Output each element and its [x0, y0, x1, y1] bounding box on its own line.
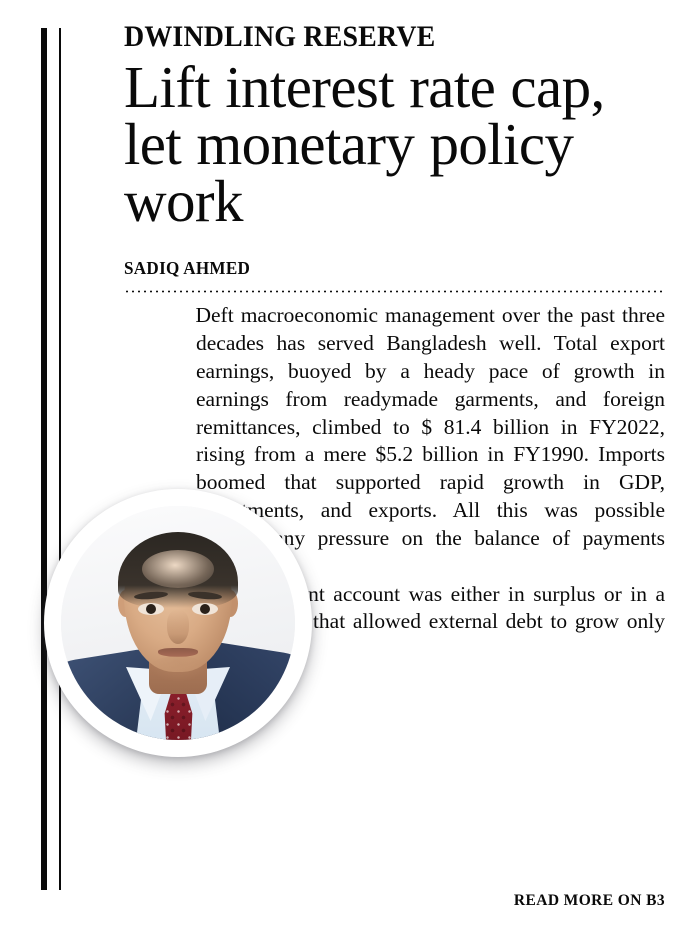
portrait-clip: [61, 506, 295, 740]
article-kicker: DWINDLING RESERVE: [124, 20, 436, 53]
article-byline: SADIQ AHMED: [124, 258, 251, 279]
read-more-pointer[interactable]: READ MORE ON B3: [513, 892, 665, 909]
body-paragraph-1: Deft macroeconomic management over the p…: [195, 303, 665, 577]
photo-forehead-highlight: [142, 550, 214, 588]
photo-eye-left: [138, 603, 164, 615]
left-vertical-rules: [0, 0, 120, 936]
article-headline[interactable]: Lift interest rate cap, let monetary pol…: [124, 53, 605, 235]
photo-mouth: [158, 648, 198, 657]
article-body: Deft macroeconomic management over the p…: [124, 302, 665, 664]
vertical-rule-thin: [59, 28, 61, 890]
author-portrait: [44, 489, 312, 757]
article-column: DWINDLING RESERVE Lift interest rate cap…: [124, 0, 665, 936]
photo-eye-right: [192, 603, 218, 615]
portrait-photo: [61, 506, 295, 740]
photo-chin: [148, 656, 208, 682]
dotted-divider: [124, 290, 665, 294]
photo-necktie: [164, 692, 193, 740]
vertical-rule-thick: [41, 28, 47, 890]
photo-nose: [167, 610, 189, 644]
